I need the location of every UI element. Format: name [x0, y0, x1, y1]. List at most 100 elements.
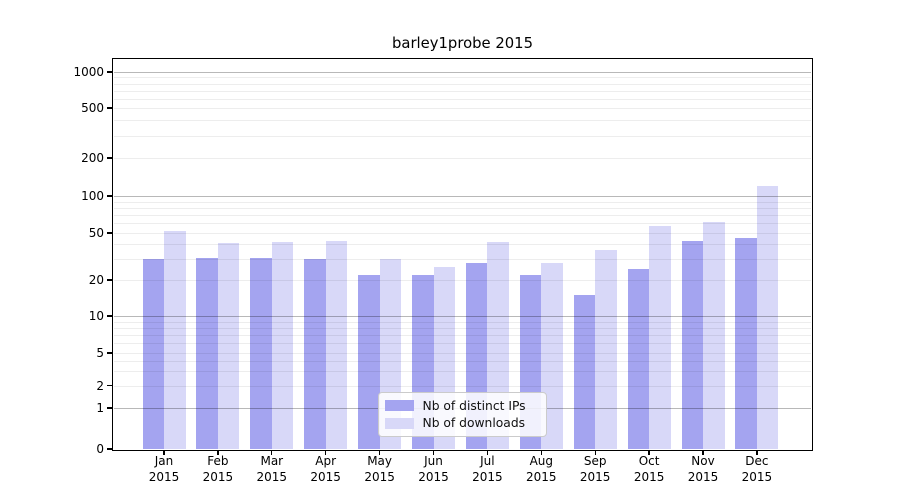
x-tick-mark [594, 450, 596, 455]
y-tick-mark [106, 315, 114, 317]
bar-downloads-nov [703, 222, 725, 449]
grid-line-minor [114, 207, 811, 209]
grid-line-minor [114, 343, 811, 345]
grid-line-minor [114, 280, 811, 281]
x-tick-mark [163, 450, 165, 455]
x-tick-label: Jun 2015 [418, 454, 449, 484]
legend-label-downloads: Nb of downloads [422, 416, 526, 431]
legend-entry-distinct-ips: Nb of distinct IPs [385, 399, 540, 413]
y-tick-label: 20 [88, 273, 104, 287]
grid-line-minor [114, 201, 811, 203]
y-tick-mark [106, 384, 114, 387]
x-tick-label: Jul 2015 [472, 454, 503, 484]
x-tick-mark [648, 450, 650, 455]
y-tick-label: 0 [96, 442, 104, 456]
x-tick-mark [217, 450, 219, 455]
x-tick-mark [486, 450, 489, 455]
y-tick-mark [106, 232, 114, 234]
y-tick-label: 2 [96, 378, 104, 393]
x-tick-mark [432, 450, 435, 455]
grid-line-minor [114, 259, 811, 261]
x-tick-label: Jan 2015 [148, 454, 180, 484]
grid-line-minor [114, 353, 811, 354]
y-tick-mark [106, 157, 114, 159]
bar-ips-sep [573, 294, 596, 449]
grid-line-minor [114, 335, 811, 337]
grid-line-minor [114, 120, 811, 122]
y-tick-label: 500 [81, 101, 104, 115]
grid-line-major [114, 196, 811, 197]
bar-downloads-dec [756, 186, 779, 449]
grid-line-minor [114, 371, 811, 373]
y-tick-mark [106, 107, 114, 109]
grid-line-major [114, 316, 811, 317]
grid-line-minor [114, 135, 811, 137]
y-tick-label: 10 [88, 309, 104, 323]
x-tick-label: Dec 2015 [741, 454, 773, 484]
grid-line-minor [114, 215, 811, 217]
legend-swatch-downloads [385, 417, 414, 429]
bar-ips-jan [142, 259, 164, 449]
bar-ips-apr [304, 259, 326, 449]
y-tick-label: 100 [81, 189, 104, 203]
bar-downloads-mar [271, 241, 294, 449]
y-tick-mark [106, 279, 114, 281]
bar-ips-dec [735, 238, 757, 449]
y-tick-mark [106, 352, 114, 354]
y-tick-mark [106, 407, 114, 409]
y-tick-label: 1 [96, 401, 104, 415]
x-tick-mark [325, 450, 327, 455]
grid-line-minor [114, 77, 811, 79]
grid-layer [114, 60, 811, 450]
legend: Nb of distinct IPs Nb of downloads [378, 392, 547, 437]
x-tick-mark [271, 450, 273, 455]
y-tick-label: 50 [88, 226, 104, 240]
bar-ips-nov [681, 240, 703, 449]
legend-swatch-distinct-ips [385, 400, 414, 412]
x-tick-mark [702, 450, 704, 455]
grid-line-minor [114, 360, 811, 362]
bar-ips-may [358, 275, 380, 449]
grid-line-minor [114, 83, 811, 85]
y-tick-label: 200 [81, 151, 104, 165]
grid-line-minor [114, 98, 811, 100]
y-tick-label: 1000 [73, 65, 104, 79]
x-tick-label: Feb 2015 [202, 454, 234, 484]
bar-downloads-feb [217, 243, 240, 449]
x-tick-label: Apr 2015 [310, 454, 341, 484]
grid-line-minor [114, 108, 811, 109]
x-tick-label: Nov 2015 [687, 454, 719, 484]
y-tick-mark [106, 195, 114, 197]
bar-ips-mar [250, 257, 272, 449]
y-tick-mark [106, 448, 114, 450]
grid-line-minor [114, 233, 811, 234]
bar-downloads-sep [595, 249, 617, 449]
grid-line-minor [114, 90, 811, 92]
y-tick-mark [106, 71, 114, 73]
x-tick-mark [540, 450, 542, 455]
grid-line-minor [114, 327, 811, 329]
x-tick-label: Sep 2015 [579, 454, 611, 484]
grid-line-minor [114, 385, 811, 387]
x-tick-label: Aug 2015 [526, 454, 557, 484]
chart-title: barley1probe 2015 [392, 35, 533, 52]
grid-line-minor [114, 223, 811, 225]
bar-ips-oct [627, 268, 650, 449]
y-tick-label: 5 [96, 346, 104, 360]
x-tick-mark [756, 450, 758, 455]
bar-downloads-jan [164, 230, 186, 449]
x-tick-mark [378, 450, 381, 455]
x-tick-label: Mar 2015 [256, 454, 288, 484]
grid-line-minor [114, 244, 811, 246]
bar-ips-feb [196, 257, 218, 449]
x-tick-label: Oct 2015 [633, 454, 665, 484]
legend-label-distinct-ips: Nb of distinct IPs [422, 398, 526, 413]
x-tick-label: May 2015 [364, 454, 395, 484]
grid-line-major [114, 72, 811, 73]
bar-downloads-apr [325, 240, 348, 449]
grid-line-minor [114, 321, 811, 323]
legend-entry-downloads: Nb of downloads [385, 416, 540, 430]
bar-downloads-oct [649, 226, 671, 449]
grid-line-minor [114, 158, 811, 159]
